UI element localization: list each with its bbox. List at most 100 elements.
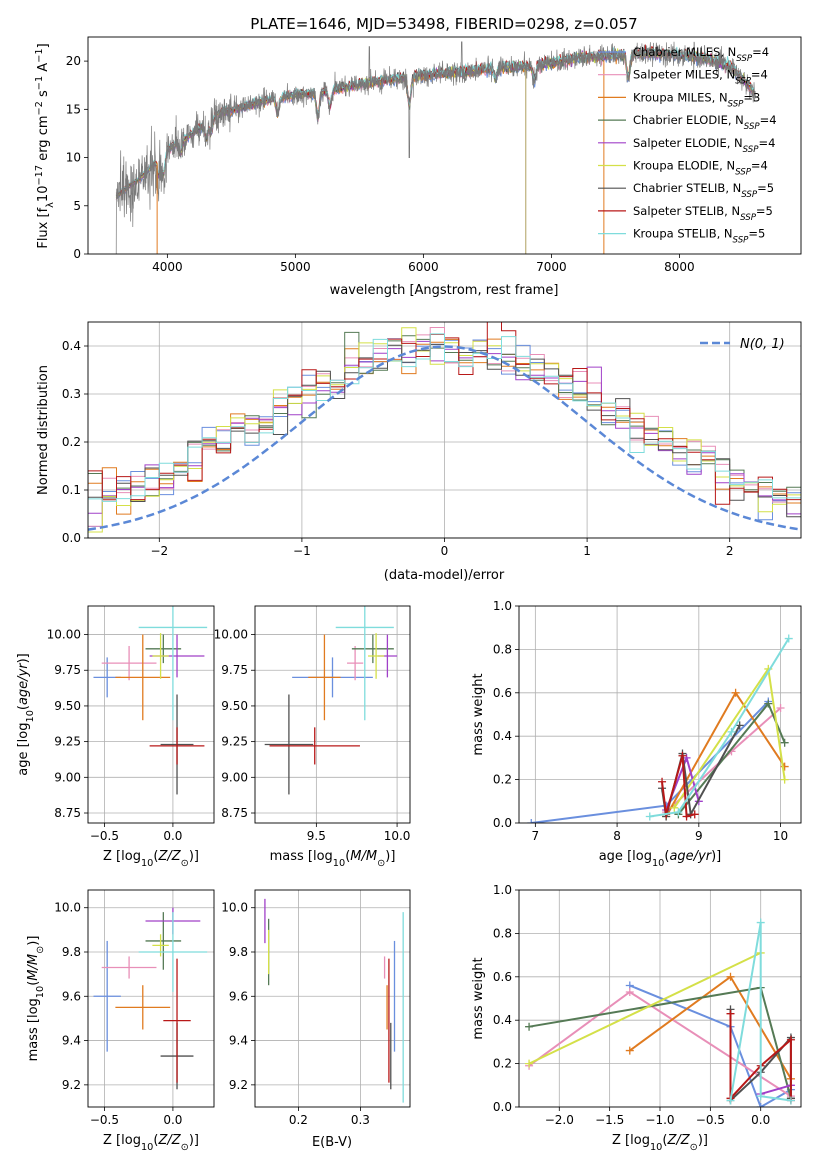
data-point	[115, 634, 171, 721]
y-tick-label: 0.2	[493, 1057, 512, 1071]
legend-entry: Kroupa STELIB, NSSP=5	[633, 227, 765, 246]
text-segment: Salpeter ELODIE, N	[633, 136, 743, 150]
data-point	[347, 645, 364, 681]
plot-area	[88, 890, 214, 1107]
text-segment: (	[153, 1133, 158, 1148]
x-tick-label: 9.5	[307, 829, 326, 843]
text-segment: )]	[385, 849, 395, 864]
text-segment: SSP	[740, 213, 757, 223]
x-axis-label: E(B-V)	[312, 1135, 352, 1150]
y-tick-label: 10.00	[214, 628, 248, 642]
text-segment: Kroupa ELODIE, N	[633, 159, 735, 173]
histogram-line	[88, 333, 801, 538]
text-segment: 10	[333, 858, 345, 869]
y-tick-label: 0.1	[62, 483, 81, 497]
x-axis-label: (data-model)/error	[384, 568, 505, 583]
data-point	[101, 956, 157, 979]
y-tick-label: 9.4	[229, 1034, 248, 1048]
figure-title: PLATE=1646, MJD=53498, FIBERID=0298, z=0…	[250, 15, 637, 33]
text-segment: Chabrier ELODIE, N	[633, 113, 744, 127]
text-segment: )]	[16, 653, 31, 663]
text-segment: =4	[760, 113, 777, 127]
y-tick-label: 9.00	[54, 770, 81, 784]
y-tick-label: 0.3	[62, 387, 81, 401]
y-tick-label: 10.0	[54, 901, 81, 915]
y-axis-label: age [log10(age/yr)]	[16, 653, 36, 776]
grid	[88, 606, 214, 823]
text-segment: SSP	[744, 122, 761, 132]
x-tick-label: 8	[613, 829, 621, 843]
text-segment: )]	[189, 849, 199, 864]
text-segment: Kroupa STELIB, N	[633, 227, 733, 241]
plot-area	[255, 606, 410, 823]
y-tick-label: 0.0	[493, 816, 512, 830]
text-segment: Z [log	[612, 1133, 650, 1148]
y-tick-label: 8.75	[54, 806, 81, 820]
y-axis-label: mass [log10(M/M⊙)]	[26, 936, 46, 1062]
text-segment: ⊙	[181, 1142, 189, 1153]
data-marker	[690, 810, 699, 819]
y-axis-label: mass weight	[471, 673, 486, 755]
x-axis-label: wavelength [Angstrom, rest frame]	[330, 283, 559, 298]
data-point	[138, 912, 208, 992]
text-segment: Kroupa MILES, N	[633, 90, 728, 104]
data-marker	[670, 803, 679, 812]
data-marker	[784, 634, 793, 643]
y-tick-label: 9.2	[229, 1078, 248, 1092]
text-segment: =4	[752, 45, 769, 59]
x-tick-label: 10	[773, 829, 788, 843]
series-line	[677, 701, 786, 815]
text-segment: (	[16, 705, 31, 710]
data-point	[138, 606, 208, 721]
series-line	[649, 637, 790, 818]
data-point	[163, 958, 191, 1083]
text-segment: (	[664, 849, 669, 864]
data-marker	[764, 699, 773, 708]
data-marker	[780, 738, 789, 747]
text-segment: =5	[757, 181, 774, 195]
data-marker	[786, 1035, 795, 1044]
x-tick-label: 0.3	[351, 1113, 370, 1127]
gaussian-curve	[88, 345, 801, 531]
y-tick-label: 9.75	[54, 663, 81, 677]
axes-frame	[87, 36, 802, 255]
text-segment: 10	[36, 186, 51, 203]
y-tick-label: 0.0	[493, 1100, 512, 1114]
x-tick-label: −2.0	[545, 1113, 574, 1127]
x-tick-label: −1.0	[645, 1113, 674, 1127]
x-tick-label: 5000	[280, 260, 311, 274]
text-segment: M/M	[350, 849, 377, 864]
text-segment: Z [log	[103, 849, 141, 864]
data-marker	[735, 721, 744, 730]
text-segment: ]	[36, 43, 51, 48]
y-tick-label: 0.6	[493, 970, 512, 984]
text-segment: λ	[45, 202, 56, 208]
plot-area	[88, 322, 801, 538]
x-tick-label: 7	[532, 829, 540, 843]
plot-area	[519, 890, 801, 1107]
y-tick-label: 0.8	[493, 926, 512, 940]
text-segment: SSP	[735, 168, 752, 178]
text-segment: Salpeter STELIB, N	[633, 204, 740, 218]
plot-area	[519, 606, 801, 823]
grid	[255, 890, 410, 1107]
y-tick-label: 9.6	[62, 989, 81, 1003]
text-segment: age [log	[16, 723, 31, 776]
x-tick-label: −1	[293, 544, 311, 558]
data-marker	[756, 1103, 765, 1107]
axes-frame	[87, 889, 215, 1108]
y-tick-label: 9.4	[62, 1034, 81, 1048]
text-segment: (	[26, 981, 41, 986]
y-tick-label: 9.25	[54, 735, 81, 749]
y-tick-label: 0.4	[493, 1013, 512, 1027]
text-segment: age/yr	[669, 849, 712, 864]
text-segment: ⊙	[181, 858, 189, 869]
text-segment: )]	[189, 1133, 199, 1148]
legend-entry: Chabrier ELODIE, NSSP=4	[633, 113, 777, 132]
x-tick-label: 8000	[664, 260, 695, 274]
data-point	[145, 912, 182, 970]
text-segment: Chabrier MILES, N	[633, 45, 736, 59]
data-marker	[527, 819, 536, 823]
data-marker	[780, 775, 789, 784]
